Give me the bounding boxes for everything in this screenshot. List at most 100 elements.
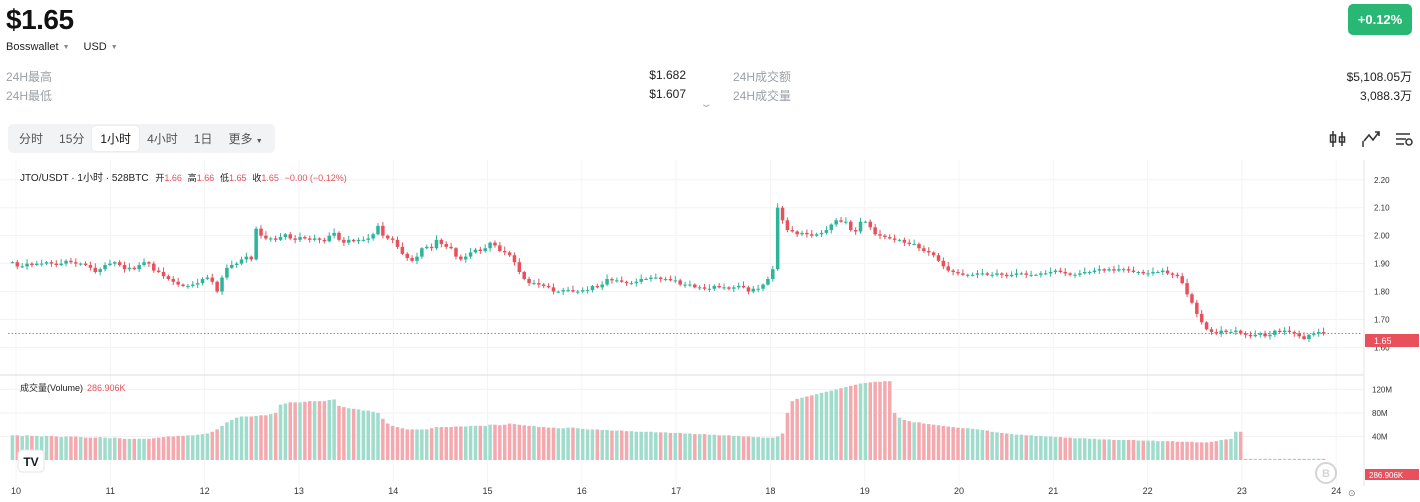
current-price: $1.65 xyxy=(6,4,74,35)
volume-bar xyxy=(961,428,965,460)
ohlc-change: −0.00 (−0.12%) xyxy=(285,173,347,183)
candle-body xyxy=(215,281,219,292)
candle-body xyxy=(580,290,585,292)
time-axis: 10 11 12 13 14 15 16 17 18 19 20 21 22 23 24 xyxy=(11,486,1341,496)
volume-bar xyxy=(668,432,673,460)
candle-body xyxy=(1219,330,1223,334)
candle-body xyxy=(493,242,497,246)
volume-bar xyxy=(25,435,29,460)
candle-body xyxy=(507,252,512,256)
current-volume-tag xyxy=(1365,469,1419,480)
candle-body xyxy=(361,239,366,241)
candle-body xyxy=(210,277,215,282)
low-label: 24H最低 xyxy=(6,89,53,103)
exchange-selector[interactable]: Bosswallet ▼ xyxy=(6,41,70,53)
candle-body xyxy=(39,263,44,265)
exchange-label: Bosswallet xyxy=(6,41,59,53)
candle-body xyxy=(371,234,375,239)
candle-body xyxy=(44,262,49,264)
volume-bar xyxy=(975,429,980,460)
time-tick-label: 13 xyxy=(294,486,304,496)
volume-bar xyxy=(390,425,395,460)
tab-time-share[interactable]: 分时 xyxy=(19,132,44,146)
candle-body xyxy=(15,262,20,267)
caret-down-icon: ▼ xyxy=(255,138,263,145)
volume-bar xyxy=(931,424,936,460)
volume-bar xyxy=(288,402,293,460)
candlestick-settings-icon[interactable] xyxy=(1328,129,1348,149)
candle-body xyxy=(634,281,639,284)
candle-body xyxy=(537,283,541,285)
volume-bar xyxy=(658,432,663,460)
candle-body xyxy=(990,274,994,276)
volume-bar xyxy=(1165,441,1170,460)
volume-bar xyxy=(1292,458,1297,460)
tab-more[interactable]: 更多 ▼ xyxy=(220,126,270,151)
chart-settings-icon[interactable] xyxy=(1394,129,1414,149)
volume-bar xyxy=(649,431,653,460)
candle-body xyxy=(454,248,458,257)
volume-bar xyxy=(230,420,234,460)
candle-body xyxy=(1014,273,1019,275)
candle-body xyxy=(1039,273,1043,275)
candle-body xyxy=(381,225,385,236)
candle-body xyxy=(1073,274,1077,276)
volume-bar xyxy=(619,430,624,460)
tab-1h[interactable]: 1小时 xyxy=(92,126,140,151)
candle-body xyxy=(273,238,278,240)
candle-body xyxy=(478,249,483,252)
volume-bar xyxy=(308,401,312,460)
indicator-icon[interactable] xyxy=(1361,129,1381,149)
candle-body xyxy=(936,255,941,261)
volume-legend-label: 成交量(Volume) xyxy=(20,382,83,393)
high-value: $1.682 xyxy=(649,68,686,82)
candle-body xyxy=(761,284,765,289)
candle-body xyxy=(931,252,936,256)
candle-body xyxy=(122,265,127,270)
currency-label: USD xyxy=(83,41,107,53)
price-tick-label: 2.20 xyxy=(1374,176,1390,185)
volume-bar xyxy=(269,414,273,460)
expand-chevron-icon[interactable]: ⌄ xyxy=(699,99,713,110)
candle-body xyxy=(278,237,283,240)
tab-15m[interactable]: 15分 xyxy=(59,132,85,146)
timezone-settings-icon[interactable]: ⊙ xyxy=(1348,488,1356,498)
candle-body xyxy=(1268,334,1272,337)
volume-bar xyxy=(775,436,780,460)
tradingview-logo-icon[interactable]: TV xyxy=(17,449,45,473)
candle-body xyxy=(137,265,141,270)
candle-body xyxy=(561,290,565,292)
candle-body xyxy=(127,267,132,270)
candle-body xyxy=(746,287,751,292)
candle-body xyxy=(1078,273,1082,275)
volume-bar xyxy=(707,434,712,460)
volume-bar xyxy=(512,424,517,460)
candle-body xyxy=(1058,270,1063,272)
price-chart[interactable]: 2.202.102.001.901.801.701.60 120M80M40M … xyxy=(0,160,1420,502)
volume-bar xyxy=(1282,458,1287,460)
volume-bar xyxy=(1258,458,1262,460)
volume-bar xyxy=(771,437,775,460)
candle-body xyxy=(571,290,575,292)
tab-4h[interactable]: 4小时 xyxy=(147,132,178,146)
volume-bar xyxy=(639,431,643,460)
high-label: 24H最高 xyxy=(6,70,53,84)
volume-bar xyxy=(1234,431,1238,460)
candle-body xyxy=(527,278,531,284)
candle-body xyxy=(200,278,205,284)
candle-body xyxy=(147,262,151,264)
volume-bar xyxy=(571,427,575,460)
volume-bar xyxy=(780,433,785,460)
candle-body xyxy=(1180,276,1184,284)
volume-bar xyxy=(493,424,497,460)
volume-bar xyxy=(210,431,215,460)
tab-1d[interactable]: 1日 xyxy=(193,132,213,146)
volume-bar xyxy=(546,427,551,460)
volume-bar xyxy=(727,435,731,460)
candle-body xyxy=(298,237,302,240)
volume-bar xyxy=(819,392,824,460)
candle-body xyxy=(951,270,955,272)
currency-selector[interactable]: USD ▼ xyxy=(84,41,118,53)
candle-body xyxy=(1034,274,1038,276)
candle-body xyxy=(707,288,712,290)
